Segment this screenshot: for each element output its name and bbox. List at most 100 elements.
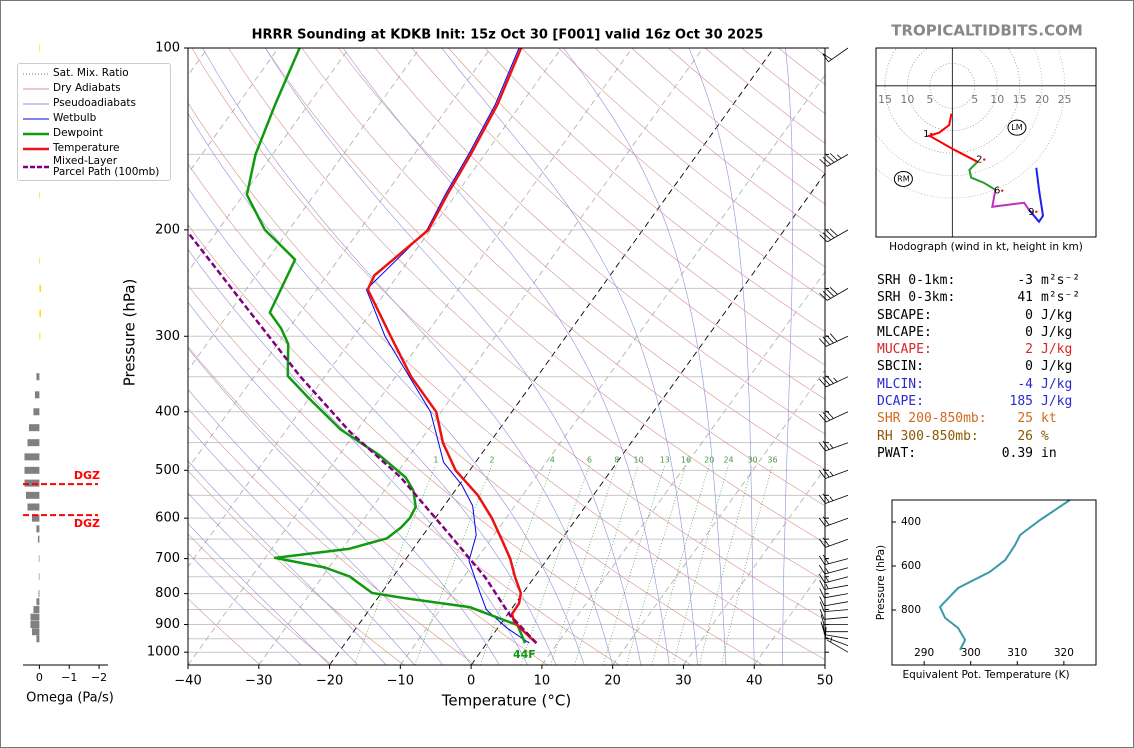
omega-bar bbox=[31, 514, 40, 522]
dry-adiabat bbox=[521, 48, 825, 300]
y-tick-label: 800 bbox=[155, 586, 180, 601]
index-label: RH 300-850mb: bbox=[877, 428, 979, 444]
skew-t-plot bbox=[188, 48, 825, 665]
index-row: SBCAPE: 0 J/kg bbox=[877, 307, 1080, 324]
axes-frame bbox=[187, 47, 826, 666]
moist-adiabat bbox=[202, 48, 613, 665]
omega-bar bbox=[38, 573, 40, 581]
index-label: SRH 0-1km: bbox=[877, 273, 956, 288]
omega-bar bbox=[37, 535, 40, 543]
hodograph-ring-label: 10 bbox=[900, 93, 914, 106]
wind-barb bbox=[825, 626, 849, 646]
wind-barb bbox=[819, 596, 849, 607]
dry-adiabat bbox=[188, 346, 548, 665]
mixing-ratio-label: 20 bbox=[704, 456, 714, 465]
legend-label: Temperature bbox=[53, 142, 120, 154]
height-label: 6 bbox=[994, 186, 1000, 197]
legend-swatch bbox=[23, 88, 49, 89]
x-tick-label: −2 bbox=[91, 671, 107, 684]
wind-barb bbox=[818, 573, 849, 584]
index-value: -4 bbox=[1017, 376, 1033, 392]
legend-entry: Dry Adiabats bbox=[18, 81, 170, 96]
mixing-ratio-label: 10 bbox=[634, 456, 644, 465]
moist-adiabat bbox=[188, 388, 444, 665]
dry-adiabat bbox=[188, 407, 476, 665]
x-axis-label: Equivalent Pot. Temperature (K) bbox=[902, 669, 1069, 681]
moist-adiabat bbox=[188, 552, 302, 665]
index-unit: J/kg bbox=[1041, 359, 1073, 375]
mixing-ratio-line bbox=[651, 464, 710, 665]
wind-barb bbox=[819, 588, 849, 599]
mixing-ratio-line bbox=[672, 464, 729, 665]
x-tick-label: 0 bbox=[36, 671, 43, 684]
index-value: 25 bbox=[1017, 411, 1033, 427]
moist-adiabat bbox=[441, 48, 698, 665]
dgz-label: DGZ bbox=[74, 517, 100, 530]
index-value: -3 bbox=[1017, 273, 1033, 288]
index-value: 0 bbox=[1025, 307, 1033, 323]
index-unit: J/kg bbox=[1041, 307, 1073, 323]
moist-adiabat bbox=[342, 48, 670, 665]
mixing-ratio-label: 4 bbox=[550, 456, 555, 465]
index-row: RH 300-850mb: 26% bbox=[877, 428, 1080, 445]
x-tick-label: 310 bbox=[1007, 647, 1027, 659]
omega-bar bbox=[36, 525, 40, 533]
isotherm bbox=[188, 48, 633, 665]
legend-entry: Temperature bbox=[18, 141, 170, 156]
moist-adiabat bbox=[188, 347, 472, 665]
index-label: SBCAPE: bbox=[877, 307, 932, 323]
index-row: SRH 0-1km: -3 m²s⁻² bbox=[877, 272, 1080, 289]
omega-bar bbox=[30, 621, 40, 629]
y-tick-label: 400 bbox=[901, 516, 921, 528]
index-row: SRH 0-3km: 41 m²s⁻² bbox=[877, 289, 1080, 306]
moist-adiabat bbox=[688, 48, 755, 665]
moist-adiabat bbox=[188, 301, 500, 665]
omega-bar bbox=[24, 479, 40, 487]
legend-swatch bbox=[23, 73, 49, 74]
mixing-ratio-line bbox=[626, 464, 687, 665]
index-row: MUCAPE: 2 J/kg bbox=[877, 341, 1080, 358]
hodograph-trace bbox=[968, 161, 996, 191]
mixing-ratio-line bbox=[414, 464, 493, 665]
isotherm bbox=[541, 271, 825, 665]
x-tick-label: −20 bbox=[316, 674, 343, 689]
legend-entry: Mixed-Layer Parcel Path (100mb) bbox=[18, 156, 170, 178]
hodograph-trace bbox=[926, 113, 978, 163]
legend-swatch bbox=[23, 165, 49, 169]
x-tick-label: 290 bbox=[914, 647, 934, 659]
wind-barb bbox=[819, 609, 849, 620]
y-tick-label: 500 bbox=[155, 463, 180, 478]
omega-bar bbox=[33, 606, 40, 614]
theta-e-line bbox=[938, 499, 1071, 651]
index-unit: J/kg bbox=[1041, 394, 1073, 410]
legend-label: Sat. Mix. Ratio bbox=[53, 67, 129, 79]
moist-adiabat bbox=[563, 48, 727, 665]
y-axis-label: Pressure (hPa) bbox=[875, 545, 887, 620]
wind-barb bbox=[818, 564, 849, 575]
y-tick-label: 900 bbox=[155, 617, 180, 632]
wind-barb bbox=[818, 468, 849, 479]
omega-bar bbox=[27, 439, 40, 447]
index-row: SBCIN: 0 J/kg bbox=[877, 358, 1080, 375]
omega-bar bbox=[39, 332, 41, 340]
wind-barb bbox=[819, 601, 849, 612]
index-label: SBCIN: bbox=[877, 359, 924, 375]
y-tick-label: 800 bbox=[901, 604, 921, 616]
mixing-ratio-line bbox=[353, 464, 437, 665]
profile-line bbox=[365, 48, 530, 644]
omega-bar bbox=[25, 491, 40, 499]
mixing-ratio-label: 6 bbox=[587, 456, 592, 465]
height-marker bbox=[930, 132, 933, 136]
legend-label: Mixed-Layer Parcel Path (100mb) bbox=[53, 155, 160, 178]
omega-bar bbox=[36, 373, 40, 381]
moist-adiabat bbox=[188, 426, 415, 665]
index-value: 41 bbox=[1017, 290, 1033, 306]
y-tick-label: 700 bbox=[155, 551, 180, 566]
omega-bar bbox=[31, 628, 40, 636]
dry-adiabat bbox=[301, 48, 825, 507]
wind-barb bbox=[819, 375, 849, 388]
hodograph-ring-label: 25 bbox=[1058, 93, 1072, 106]
x-tick-label: 30 bbox=[675, 674, 692, 689]
mixing-ratio-label: 30 bbox=[747, 456, 757, 465]
